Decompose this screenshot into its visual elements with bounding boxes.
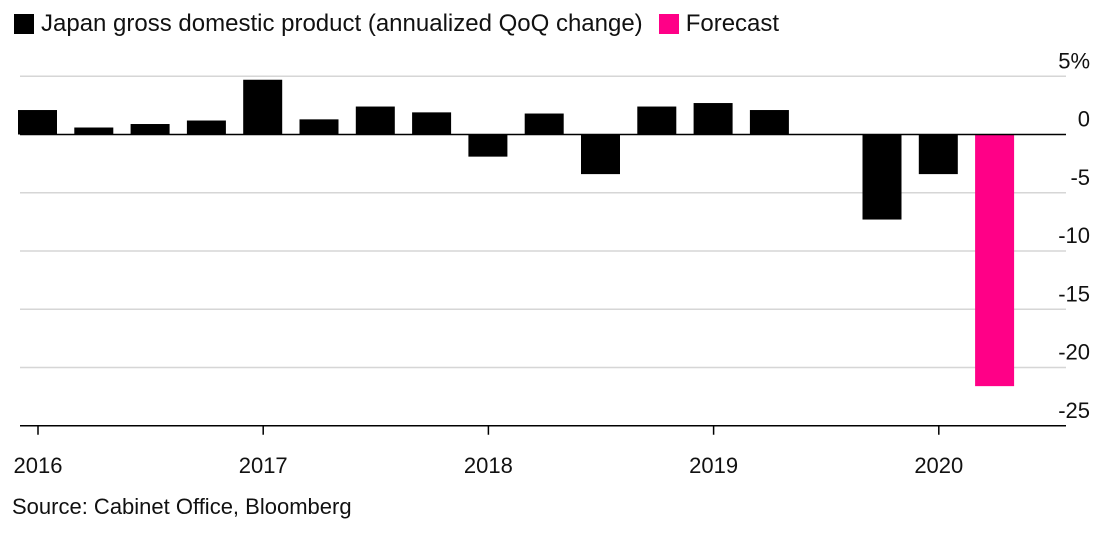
bar-gdp-7 (412, 112, 452, 135)
bar-forecast-17 (975, 134, 1015, 387)
x-tick-label-0: 2016 (14, 453, 63, 478)
y-tick-label-1: 0 (1078, 107, 1090, 132)
legend-label-forecast: Forecast (685, 10, 780, 37)
legend-label-gdp: Japan gross domestic product (annualized… (41, 10, 643, 37)
bar-gdp-0 (18, 110, 57, 135)
source-note: Source: Cabinet Office, Bloomberg (12, 494, 352, 519)
bar-gdp-4 (243, 79, 283, 135)
bar-gdp-16 (918, 134, 958, 175)
legend: Japan gross domestic product (annualized… (14, 8, 795, 40)
y-tick-label-0: 5% (1058, 48, 1090, 73)
bar-chart: 5% 0 -5 -10 -15 -20 -25 2016 2017 2018 2019 2020 (14, 48, 1090, 478)
y-tick-label-2: -5 (1070, 165, 1090, 190)
bar-gdp-9 (524, 113, 564, 135)
bar-gdp-3 (186, 120, 226, 135)
bar-gdp-12 (693, 103, 733, 135)
bar-gdp-6 (355, 106, 395, 135)
legend-swatch-forecast (658, 14, 679, 34)
bar-gdp-11 (637, 106, 677, 135)
bar-gdp-5 (299, 119, 339, 135)
bar-gdp-2 (130, 124, 170, 135)
bar-gdp-8 (468, 134, 508, 157)
bar-gdp-10 (581, 134, 620, 175)
y-tick-label-5: -20 (1058, 340, 1090, 365)
bar-gdp-15 (862, 134, 902, 220)
y-tick-label-3: -10 (1058, 223, 1090, 248)
legend-item-gdp: Japan gross domestic product (annualized… (14, 10, 643, 38)
x-tick-label-4: 2020 (914, 453, 963, 478)
x-tick-label-1: 2017 (239, 453, 288, 478)
x-tick-label-2: 2018 (464, 453, 513, 478)
y-tick-label-4: -15 (1058, 281, 1090, 306)
legend-item-forecast: Forecast (658, 10, 780, 38)
x-tick-label-3: 2019 (689, 453, 738, 478)
y-tick-label-6: -25 (1058, 398, 1090, 423)
legend-swatch-gdp (14, 14, 34, 34)
bar-gdp-1 (74, 127, 114, 135)
bar-gdp-13 (749, 110, 789, 135)
